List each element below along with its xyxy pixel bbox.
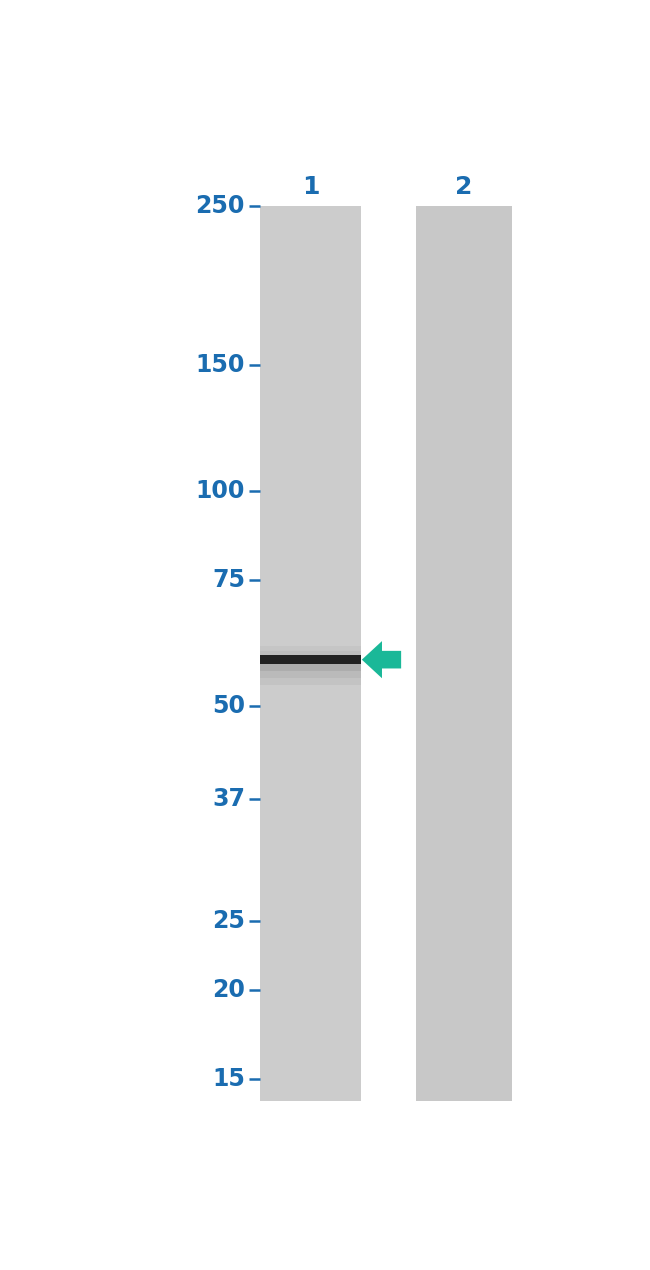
Text: 20: 20 [212, 978, 245, 1002]
Bar [260, 206, 361, 1101]
FancyArrow shape [362, 641, 401, 678]
Text: 37: 37 [212, 787, 245, 812]
Text: 75: 75 [212, 568, 245, 592]
Text: 15: 15 [212, 1068, 245, 1091]
Bar [260, 646, 361, 650]
Text: 25: 25 [212, 909, 245, 933]
Text: 1: 1 [302, 175, 319, 198]
Bar [260, 678, 361, 686]
Bar [260, 671, 361, 678]
Bar [416, 206, 512, 1101]
Text: 150: 150 [196, 353, 245, 377]
Text: 50: 50 [212, 693, 245, 718]
Text: 2: 2 [456, 175, 473, 198]
Bar [260, 650, 361, 655]
Text: 250: 250 [196, 194, 245, 218]
Bar [260, 655, 361, 664]
Bar [260, 664, 361, 671]
Text: 100: 100 [196, 479, 245, 503]
